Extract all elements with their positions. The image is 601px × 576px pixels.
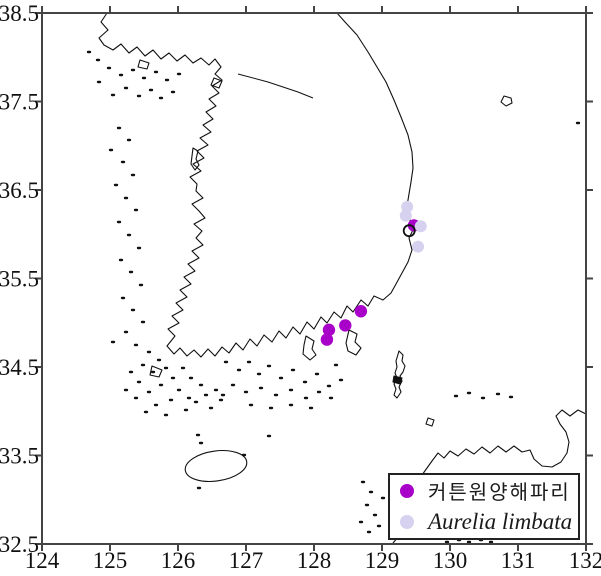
tick-label: 128 [297,548,332,573]
island-ulleungdo [500,95,513,107]
occurrence-marker-open [402,224,416,238]
tick-label: 32.5 [0,532,39,557]
island-nw-large [137,59,150,70]
island-jeju [184,449,248,483]
tick-label: 124 [25,548,60,573]
occurrence-marker-커튼원양해파리 [322,323,336,337]
tick-label: 38.5 [0,1,39,26]
legend-label-curtain-jelly: 커튼원양해파리 [428,482,571,504]
tick-label: 126 [161,548,196,573]
island-tsushima [393,350,406,399]
tick-label: 35.5 [0,267,39,292]
island-ganghwa [210,77,223,89]
island-specks [86,50,581,544]
tick-label: 129 [365,548,400,573]
coastline-korea [86,12,587,544]
river-line [237,73,314,99]
coastline-mainland [98,12,415,358]
occurrence-markers [320,200,427,346]
occurrence-marker-Aurelia limbata [412,240,425,253]
island-jindo [149,365,163,378]
legend-label-aurelia-limbata: Aurelia limbata [428,508,573,534]
occurrence-marker-Aurelia limbata [399,209,412,222]
occurrence-marker-커튼원양해파리 [354,305,368,318]
island-tsushima-mid [392,375,403,385]
occurrence-marker-Aurelia limbata [401,200,414,213]
legend: 커튼원양해파리 Aurelia limbata [388,473,580,540]
island-geoje [345,329,362,356]
legend-item-aurelia-limbata: Aurelia limbata [390,506,578,537]
axis-ticks [35,6,593,551]
legend-item-curtain-jelly: 커튼원양해파리 [390,475,578,506]
island-namhae [302,335,317,361]
occurrence-marker-커튼원양해파리 [339,319,352,332]
legend-marker-curtain-jelly [400,483,414,498]
tick-label: 131 [501,548,536,573]
tick-label: 127 [229,548,264,573]
tick-label: 37.5 [0,90,39,115]
tick-label: 34.5 [0,355,39,380]
occurrence-marker-커튼원양해파리 [320,333,334,346]
island-iki [425,417,435,427]
occurrence-marker-Aurelia limbata [414,220,427,233]
tick-label: 125 [93,548,128,573]
legend-marker-aurelia-limbata [400,514,414,529]
tick-label: 130 [433,548,468,573]
island-anmyeon [190,147,200,171]
tick-label: 33.5 [0,444,39,469]
tick-label: 132 [569,548,601,573]
tick-label: 36.5 [0,178,39,203]
plot-border [41,12,587,545]
